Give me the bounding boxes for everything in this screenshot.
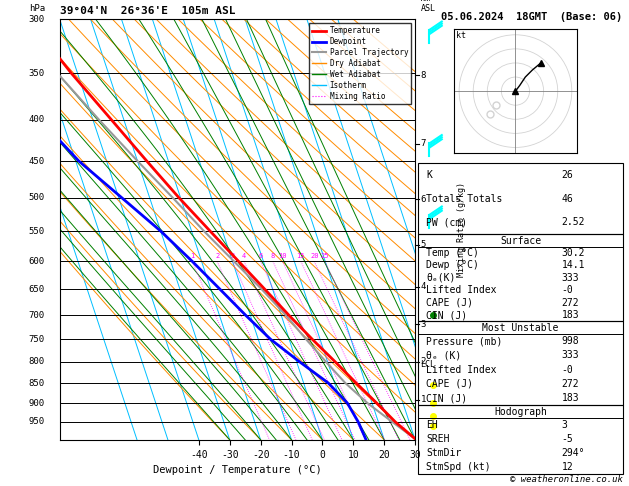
Text: 7: 7 [420, 139, 426, 148]
Text: 998: 998 [562, 336, 579, 346]
Text: 333: 333 [562, 273, 579, 283]
Text: -5: -5 [562, 434, 573, 444]
Text: hPa: hPa [29, 4, 45, 13]
Text: 05.06.2024  18GMT  (Base: 06): 05.06.2024 18GMT (Base: 06) [442, 12, 623, 22]
Text: CIN (J): CIN (J) [426, 310, 467, 320]
Text: 20: 20 [310, 253, 318, 259]
Text: 272: 272 [562, 298, 579, 308]
Bar [418, 405, 623, 474]
Text: -0: -0 [562, 285, 573, 295]
Text: 300: 300 [29, 15, 45, 24]
Text: 8: 8 [420, 71, 426, 80]
Text: 2.52: 2.52 [562, 217, 585, 227]
Text: -0: -0 [562, 364, 573, 375]
Text: StmSpd (kt): StmSpd (kt) [426, 462, 491, 472]
Text: Most Unstable: Most Unstable [482, 323, 559, 332]
Bar [418, 321, 623, 405]
Text: 450: 450 [29, 156, 45, 166]
Text: 950: 950 [29, 417, 45, 426]
Text: 39°04'N  26°36'E  105m ASL: 39°04'N 26°36'E 105m ASL [60, 6, 235, 16]
Text: CIN (J): CIN (J) [426, 393, 467, 403]
Text: 350: 350 [29, 69, 45, 78]
Text: 272: 272 [562, 379, 579, 389]
Text: 46: 46 [562, 193, 573, 204]
Text: θₑ(K): θₑ(K) [426, 273, 456, 283]
Text: 2: 2 [215, 253, 220, 259]
Text: 4: 4 [242, 253, 246, 259]
Text: 3: 3 [231, 253, 235, 259]
Text: 400: 400 [29, 115, 45, 124]
Text: 25: 25 [321, 253, 329, 259]
Text: 183: 183 [562, 310, 579, 320]
Text: 333: 333 [562, 350, 579, 360]
Text: 183: 183 [562, 393, 579, 403]
Text: 500: 500 [29, 193, 45, 202]
Bar [418, 163, 623, 234]
Text: Lifted Index: Lifted Index [426, 285, 497, 295]
Text: 12: 12 [562, 462, 573, 472]
Text: Dewp (°C): Dewp (°C) [426, 260, 479, 270]
Text: 600: 600 [29, 257, 45, 266]
Text: CAPE (J): CAPE (J) [426, 379, 474, 389]
Text: Hodograph: Hodograph [494, 407, 547, 417]
Text: 15: 15 [297, 253, 305, 259]
Text: 14.1: 14.1 [562, 260, 585, 270]
Text: SREH: SREH [426, 434, 450, 444]
Text: 4: 4 [420, 282, 426, 291]
Text: 550: 550 [29, 226, 45, 236]
Text: Temp (°C): Temp (°C) [426, 248, 479, 258]
Text: Lifted Index: Lifted Index [426, 364, 497, 375]
Text: Totals Totals: Totals Totals [426, 193, 503, 204]
Text: Pressure (mb): Pressure (mb) [426, 336, 503, 346]
Text: θₑ (K): θₑ (K) [426, 350, 462, 360]
Text: 6: 6 [259, 253, 263, 259]
Text: 30.2: 30.2 [562, 248, 585, 258]
Legend: Temperature, Dewpoint, Parcel Trajectory, Dry Adiabat, Wet Adiabat, Isotherm, Mi: Temperature, Dewpoint, Parcel Trajectory… [309, 23, 411, 104]
Text: © weatheronline.co.uk: © weatheronline.co.uk [510, 474, 623, 484]
Text: StmDir: StmDir [426, 448, 462, 458]
Text: 26: 26 [562, 170, 573, 180]
Text: 900: 900 [29, 399, 45, 408]
Bar [418, 234, 623, 321]
Text: 3: 3 [420, 320, 426, 329]
Text: LCL: LCL [420, 360, 435, 368]
Text: 850: 850 [29, 379, 45, 387]
Text: 1: 1 [420, 396, 426, 404]
Text: 1: 1 [190, 253, 194, 259]
Text: 2: 2 [420, 357, 426, 366]
Text: 3: 3 [562, 420, 567, 431]
Text: K: K [426, 170, 432, 180]
Text: 8: 8 [271, 253, 275, 259]
Text: 5: 5 [420, 240, 426, 249]
Text: 6: 6 [420, 195, 426, 204]
Text: PW (cm): PW (cm) [426, 217, 467, 227]
Text: Surface: Surface [500, 236, 541, 245]
Text: 750: 750 [29, 335, 45, 344]
Text: Mixing Ratio (g/kg): Mixing Ratio (g/kg) [457, 182, 466, 277]
Text: EH: EH [426, 420, 438, 431]
Text: kt: kt [456, 31, 466, 40]
Text: 700: 700 [29, 311, 45, 320]
Text: 10: 10 [279, 253, 287, 259]
Text: 650: 650 [29, 285, 45, 294]
Text: 294°: 294° [562, 448, 585, 458]
Text: km
ASL: km ASL [420, 0, 435, 13]
X-axis label: Dewpoint / Temperature (°C): Dewpoint / Temperature (°C) [153, 465, 322, 475]
Text: CAPE (J): CAPE (J) [426, 298, 474, 308]
Text: 800: 800 [29, 357, 45, 366]
